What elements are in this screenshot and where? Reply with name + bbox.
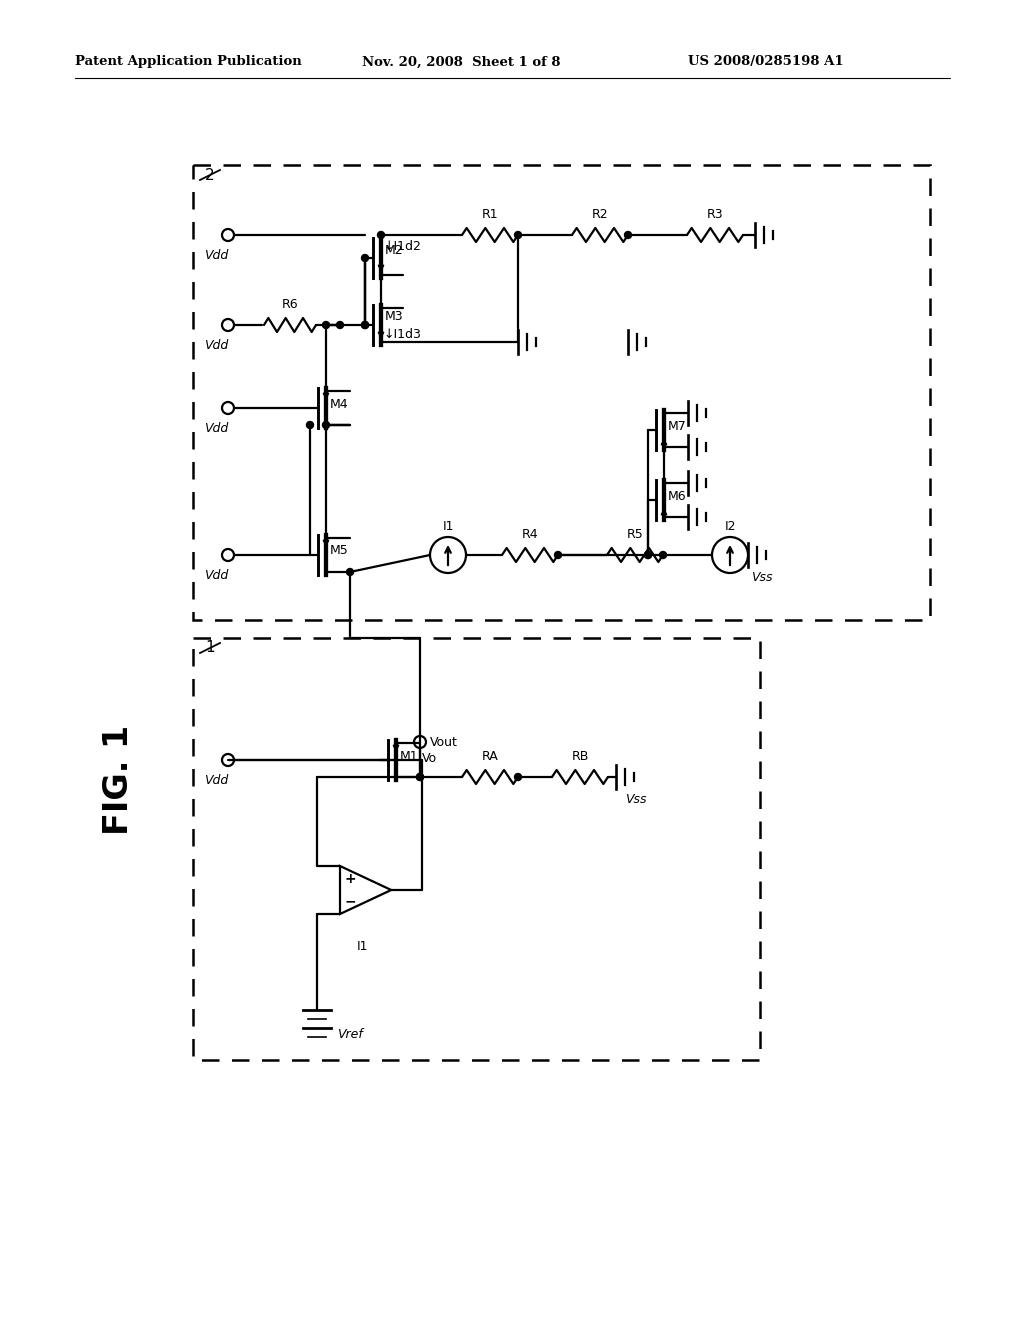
Circle shape — [659, 552, 667, 558]
Text: R4: R4 — [521, 528, 539, 541]
Text: Vout: Vout — [430, 735, 458, 748]
Text: Vo: Vo — [422, 752, 437, 766]
Text: R5: R5 — [627, 528, 643, 541]
Text: M3: M3 — [385, 310, 403, 323]
Bar — [193, 165, 930, 620]
Text: M2: M2 — [385, 243, 403, 256]
Circle shape — [644, 552, 651, 558]
Text: R6: R6 — [282, 298, 298, 312]
Text: Vss: Vss — [626, 793, 647, 807]
Circle shape — [337, 322, 343, 329]
Text: I1: I1 — [442, 520, 454, 533]
Circle shape — [361, 255, 369, 261]
Text: Vdd: Vdd — [204, 774, 228, 787]
Text: R2: R2 — [592, 209, 608, 220]
Text: US 2008/0285198 A1: US 2008/0285198 A1 — [688, 55, 844, 69]
Circle shape — [323, 421, 330, 429]
Circle shape — [644, 552, 651, 558]
Text: +: + — [344, 871, 355, 886]
Text: R3: R3 — [707, 209, 723, 220]
Circle shape — [514, 231, 521, 239]
Circle shape — [378, 231, 384, 239]
Circle shape — [361, 322, 369, 329]
Circle shape — [417, 774, 424, 780]
Text: Vss: Vss — [752, 572, 773, 583]
Text: R1: R1 — [481, 209, 499, 220]
Text: FIG. 1: FIG. 1 — [101, 725, 134, 836]
Text: Vdd: Vdd — [204, 249, 228, 261]
Text: Vdd: Vdd — [204, 422, 228, 436]
Bar — [193, 638, 760, 1060]
Circle shape — [514, 774, 521, 780]
Text: M5: M5 — [330, 544, 349, 557]
Text: 2: 2 — [205, 168, 215, 182]
Circle shape — [361, 322, 369, 329]
Text: ↓I1d2: ↓I1d2 — [383, 240, 421, 253]
Text: 1: 1 — [205, 640, 215, 656]
Circle shape — [625, 231, 632, 239]
Text: Vref: Vref — [337, 1028, 362, 1041]
Text: M7: M7 — [668, 420, 687, 433]
Text: RB: RB — [571, 750, 589, 763]
Text: ↓I1d3: ↓I1d3 — [383, 327, 421, 341]
Text: Nov. 20, 2008  Sheet 1 of 8: Nov. 20, 2008 Sheet 1 of 8 — [362, 55, 560, 69]
Text: Patent Application Publication: Patent Application Publication — [75, 55, 302, 69]
Text: RA: RA — [481, 750, 499, 763]
Text: Vdd: Vdd — [204, 339, 228, 352]
Text: M6: M6 — [668, 490, 687, 503]
Text: M4: M4 — [330, 397, 348, 411]
Circle shape — [417, 774, 424, 780]
Text: I1: I1 — [356, 940, 368, 953]
Text: M1: M1 — [400, 750, 419, 763]
Circle shape — [555, 552, 561, 558]
Circle shape — [323, 322, 330, 329]
Text: Vdd: Vdd — [204, 569, 228, 582]
Circle shape — [346, 569, 353, 576]
Circle shape — [306, 421, 313, 429]
Text: −: − — [344, 894, 355, 908]
Text: I2: I2 — [724, 520, 736, 533]
